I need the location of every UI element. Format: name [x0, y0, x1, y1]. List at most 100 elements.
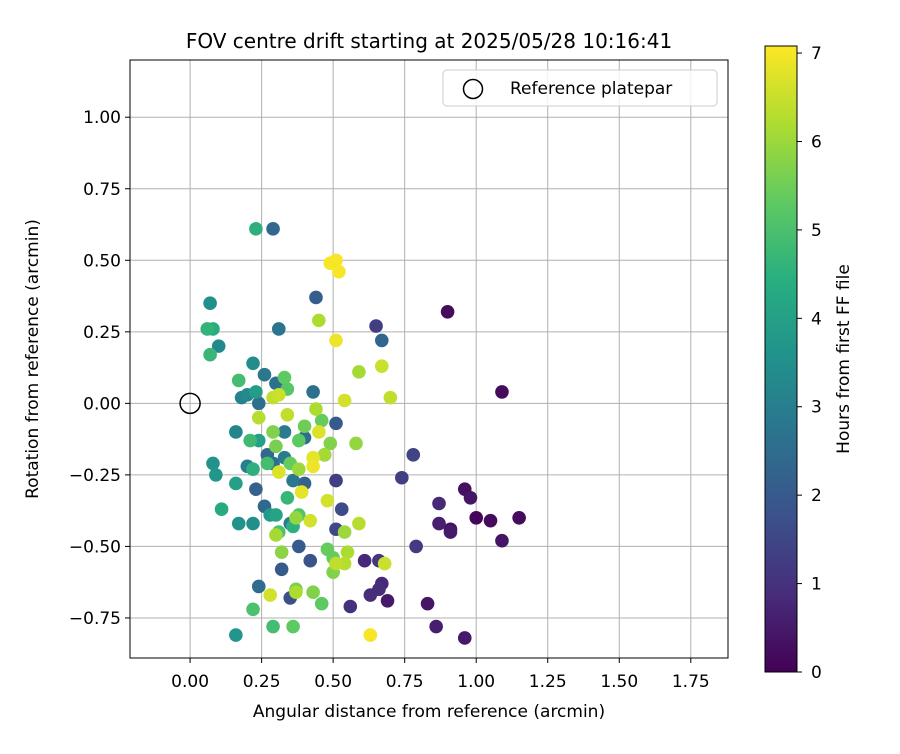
- data-point: [294, 485, 309, 499]
- data-point: [495, 533, 509, 548]
- x-tick-label: 0.50: [314, 672, 352, 692]
- data-point: [349, 436, 363, 451]
- x-axis-ticks: 0.00 0.25 0.50 0.75 1.00 1.25 1.50 1.75: [171, 658, 710, 692]
- reference-marker-layer: [179, 392, 201, 415]
- data-point: [289, 585, 303, 599]
- data-point: [231, 516, 246, 531]
- data-point: [214, 502, 229, 517]
- data-point: [329, 416, 343, 431]
- data-point: [309, 402, 323, 416]
- data-point: [369, 319, 383, 333]
- data-point: [329, 333, 343, 348]
- data-point: [263, 588, 278, 602]
- colorbar-ticks: 0 1 2 3 4 5 6 7: [797, 44, 822, 683]
- data-point: [206, 456, 220, 471]
- data-point: [374, 359, 389, 373]
- data-point: [420, 596, 435, 611]
- data-point: [495, 385, 509, 399]
- data-point: [380, 593, 395, 608]
- data-point: [317, 448, 332, 462]
- y-tick-label: 1.00: [83, 108, 121, 128]
- data-point: [306, 385, 320, 399]
- data-point: [243, 433, 257, 448]
- data-point: [203, 347, 217, 362]
- data-point: [312, 313, 326, 328]
- legend-marker-icon: [462, 78, 484, 100]
- x-tick-label: 1.00: [457, 672, 495, 692]
- data-point: [251, 410, 266, 425]
- data-point: [329, 253, 343, 268]
- data-point: [352, 365, 366, 379]
- data-point: [323, 436, 338, 451]
- data-point: [246, 356, 260, 371]
- x-tick-label: 1.75: [672, 672, 710, 692]
- scatter-points: [200, 222, 526, 645]
- x-tick-label: 0.00: [171, 672, 209, 692]
- x-tick-label: 0.25: [243, 672, 281, 692]
- data-point: [374, 333, 389, 348]
- data-point: [337, 393, 352, 408]
- data-point: [312, 425, 326, 439]
- data-point: [483, 513, 498, 528]
- data-point: [377, 556, 392, 571]
- y-tick-label: 0.50: [83, 251, 121, 271]
- data-point: [309, 290, 323, 305]
- data-point: [357, 553, 372, 568]
- data-point: [246, 602, 260, 617]
- colorbar: [765, 46, 797, 672]
- legend: Reference platepar: [442, 69, 718, 107]
- colorbar-frame: [764, 45, 798, 673]
- data-point: [249, 482, 263, 496]
- data-point: [292, 539, 306, 554]
- data-point: [512, 510, 526, 525]
- data-point: [292, 462, 306, 476]
- legend-frame: [442, 69, 718, 107]
- data-point: [246, 462, 260, 476]
- data-point: [277, 425, 292, 439]
- data-point: [332, 264, 346, 279]
- y-tick-label: 0.00: [83, 394, 121, 414]
- data-point: [329, 556, 343, 571]
- y-tick-label: −0.25: [69, 466, 121, 486]
- data-point: [340, 545, 355, 559]
- data-point: [246, 516, 260, 531]
- data-point: [229, 628, 243, 642]
- data-point: [289, 510, 303, 525]
- data-point: [249, 222, 263, 236]
- x-tick-label: 1.25: [529, 672, 567, 692]
- data-point: [363, 588, 378, 602]
- data-point: [406, 448, 421, 462]
- data-point: [292, 433, 306, 448]
- data-point: [457, 631, 472, 645]
- data-point: [314, 413, 329, 428]
- data-point: [363, 628, 378, 642]
- colorbar-tick-label: 1: [811, 575, 822, 595]
- data-point: [469, 510, 484, 525]
- plot-frame: [129, 59, 729, 659]
- colorbar-tick-label: 6: [811, 132, 822, 152]
- data-point: [271, 387, 286, 402]
- data-point: [229, 476, 243, 491]
- data-point: [329, 473, 343, 488]
- grid: [130, 60, 728, 658]
- data-point: [266, 425, 280, 439]
- data-point: [266, 222, 280, 236]
- data-point: [286, 619, 300, 634]
- data-point: [314, 596, 329, 611]
- data-point: [280, 490, 295, 505]
- data-point: [429, 619, 443, 634]
- data-point: [334, 502, 349, 517]
- data-point: [337, 525, 352, 539]
- colorbar-tick-label: 7: [811, 44, 822, 64]
- data-point: [432, 496, 446, 511]
- data-point: [306, 585, 320, 599]
- data-point: [257, 367, 272, 382]
- data-point: [303, 553, 318, 568]
- data-point: [269, 508, 283, 522]
- data-point: [463, 490, 478, 505]
- colorbar-tick-label: 5: [811, 221, 822, 241]
- data-point: [343, 599, 358, 614]
- data-point: [251, 396, 266, 411]
